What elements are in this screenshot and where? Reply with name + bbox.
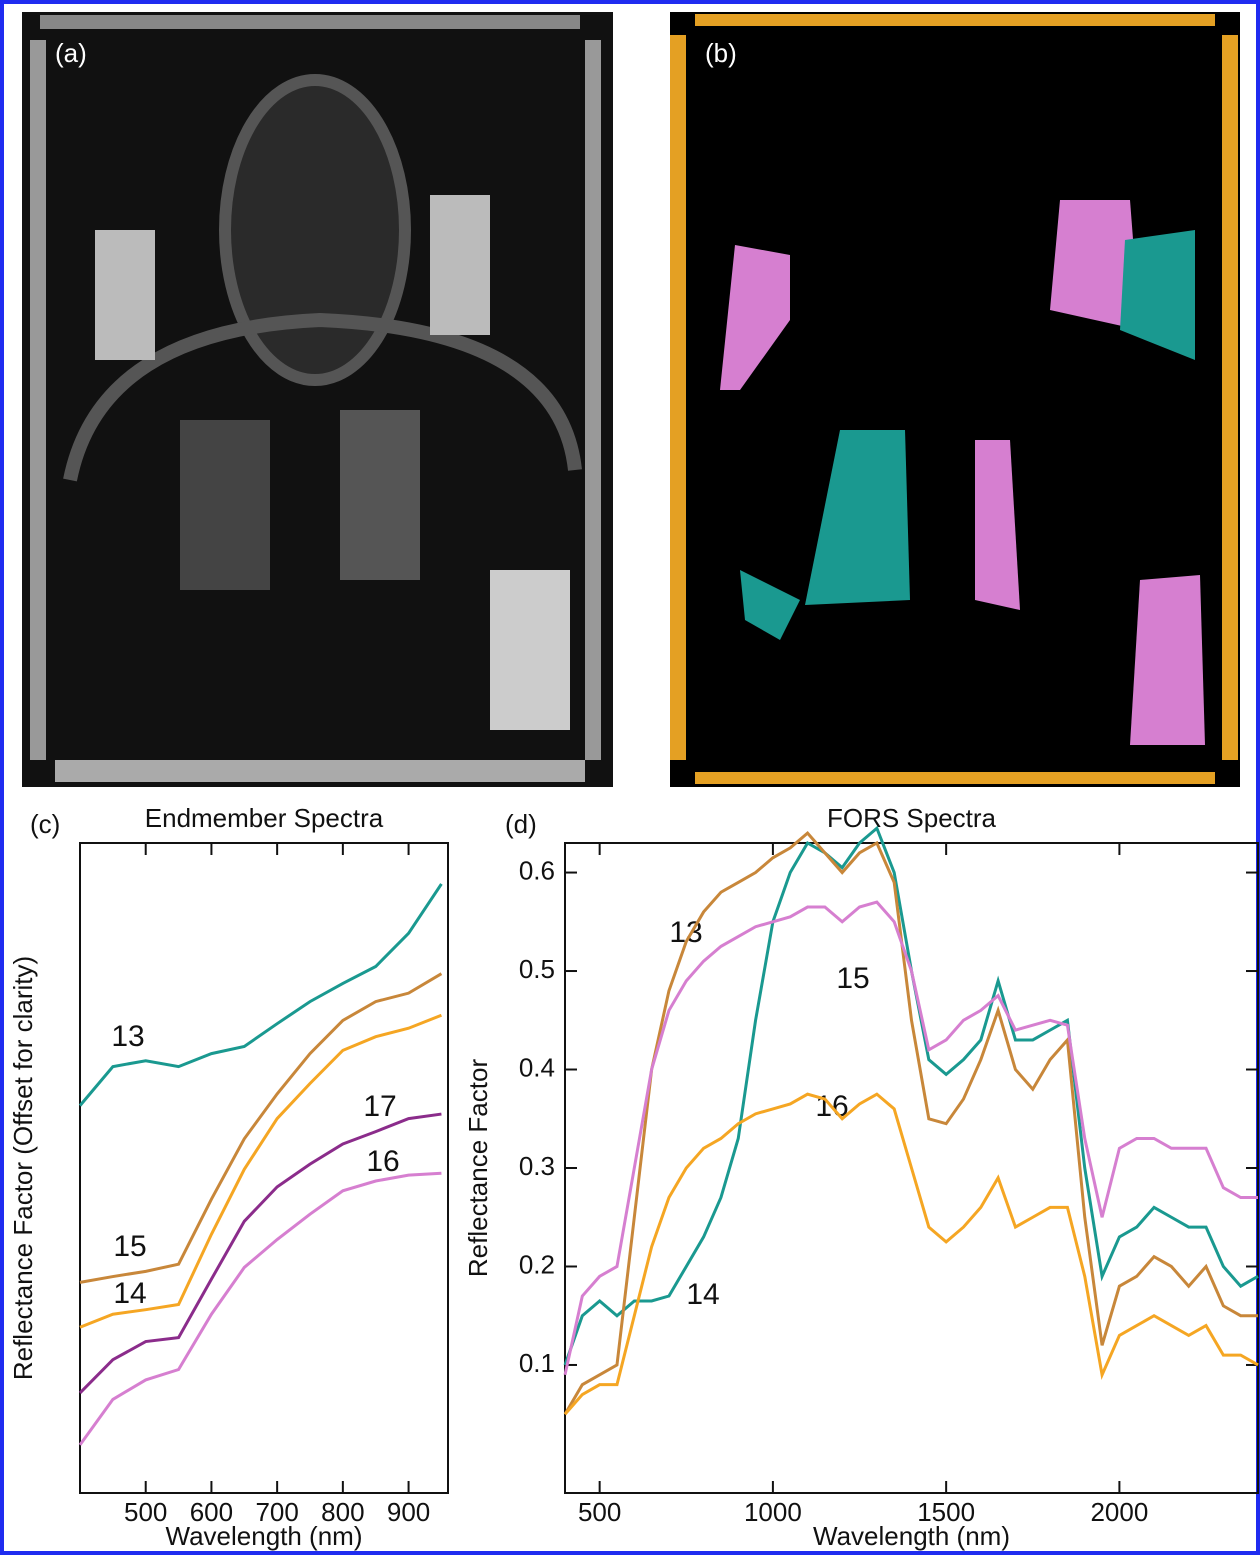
x-axis-label: Wavelength (nm) [166, 1521, 363, 1551]
map-border [670, 35, 686, 760]
series-line [79, 1013, 442, 1329]
y-tick-label: 0.4 [519, 1052, 555, 1082]
y-tick-label: 0.1 [519, 1348, 555, 1378]
series-label: 13 [111, 1020, 144, 1053]
series-line [78, 1112, 442, 1394]
x-tick-label: 500 [124, 1497, 167, 1527]
figure-shape [340, 410, 420, 580]
series-label: 15 [836, 962, 869, 995]
series-line [563, 1092, 1259, 1416]
series-label: 17 [363, 1090, 396, 1123]
panel-label: (a) [55, 38, 87, 68]
figure-shape [95, 230, 155, 360]
x-axis-label: Wavelength (nm) [813, 1521, 1010, 1551]
figure-shape [180, 420, 270, 590]
panel-label: (d) [505, 809, 537, 839]
panel-label: (c) [30, 809, 60, 839]
frame-edge [585, 40, 601, 760]
pink-region [975, 440, 1020, 610]
series-line [78, 1171, 442, 1446]
x-tick-label: 1000 [744, 1497, 802, 1527]
plot-frame [79, 842, 449, 1494]
y-axis-label: Reflectance Factor (Offset for clarity) [8, 956, 38, 1380]
frame-edge [55, 760, 585, 782]
series-label: 16 [366, 1145, 399, 1178]
teal-region [740, 570, 800, 640]
series-line [563, 831, 1258, 1415]
y-tick-label: 0.5 [519, 954, 555, 984]
teal-region [805, 430, 910, 605]
chart-title: FORS Spectra [827, 803, 997, 833]
x-tick-label: 500 [578, 1497, 621, 1527]
map-border [1222, 35, 1238, 760]
mandorla [219, 74, 411, 386]
figure-shape [430, 195, 490, 335]
panel-label: (b) [705, 38, 737, 68]
arch [63, 312, 582, 482]
series-line [78, 883, 443, 1107]
frame-edge [30, 40, 46, 760]
x-tick-label: 800 [321, 1497, 364, 1527]
pink-region [720, 245, 790, 390]
image-a: (a) [22, 12, 613, 787]
figure-shape [490, 570, 570, 730]
pink-region [1130, 575, 1205, 745]
x-tick-label: 700 [255, 1497, 298, 1527]
series-label: 14 [686, 1278, 719, 1311]
image-b: (b) [670, 12, 1240, 787]
x-tick-label: 1500 [917, 1497, 975, 1527]
pink-region [1050, 200, 1140, 330]
teal-region [1120, 230, 1195, 360]
series-line [563, 825, 1259, 1366]
x-tick-label: 2000 [1090, 1497, 1148, 1527]
series-label: 15 [113, 1230, 146, 1263]
series-label: 14 [113, 1277, 146, 1310]
map-border [695, 14, 1215, 26]
x-tick-label: 600 [190, 1497, 233, 1527]
x-tick-label: 900 [387, 1497, 430, 1527]
y-tick-label: 0.6 [519, 855, 555, 885]
series-line [79, 972, 443, 1284]
map-border [695, 772, 1215, 784]
frame-edge [40, 15, 580, 29]
series-line [563, 900, 1258, 1376]
y-tick-label: 0.3 [519, 1151, 555, 1181]
chart-title: Endmember Spectra [145, 803, 384, 833]
y-tick-label: 0.2 [519, 1249, 555, 1279]
y-axis-label: Reflectance Factor [463, 1059, 493, 1278]
